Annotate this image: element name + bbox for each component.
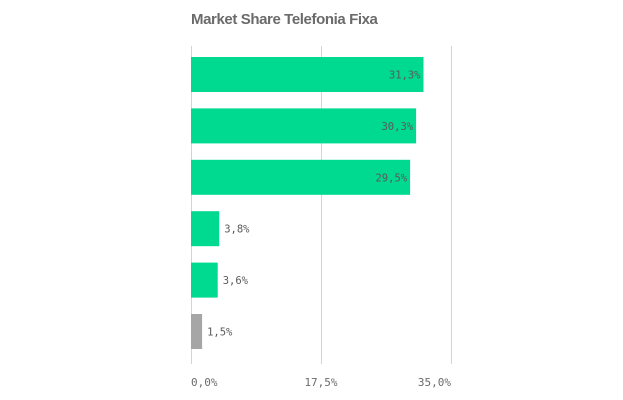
- bar-value-label-1: 30,3%: [381, 121, 413, 133]
- bar-4: [191, 262, 218, 298]
- bar-layer: 31,3% 30,3% 29,5% 3,8% 3,6% 1,5%: [191, 57, 424, 349]
- bar-value-label-4: 3,6%: [223, 275, 249, 287]
- grid-layer: [191, 46, 452, 364]
- x-tick-label-2: 35,0%: [418, 376, 451, 389]
- bar-5: [191, 314, 203, 349]
- bar-value-label-0: 31,3%: [389, 70, 421, 82]
- bar-value-label-3: 3,8%: [224, 224, 250, 236]
- tick-layer: 0,0% 17,5% 35,0%: [191, 376, 451, 389]
- x-tick-label-0: 0,0%: [191, 376, 218, 389]
- bar-3: [191, 211, 220, 247]
- x-tick-label-1: 17,5%: [304, 376, 337, 389]
- bar-0: [191, 57, 424, 92]
- chart-title: Market Share Telefonia Fixa: [191, 11, 379, 28]
- bar-value-label-5: 1,5%: [207, 327, 233, 339]
- bar-2: [191, 159, 411, 195]
- bar-1: [191, 108, 417, 144]
- bar-value-label-2: 29,5%: [375, 172, 407, 184]
